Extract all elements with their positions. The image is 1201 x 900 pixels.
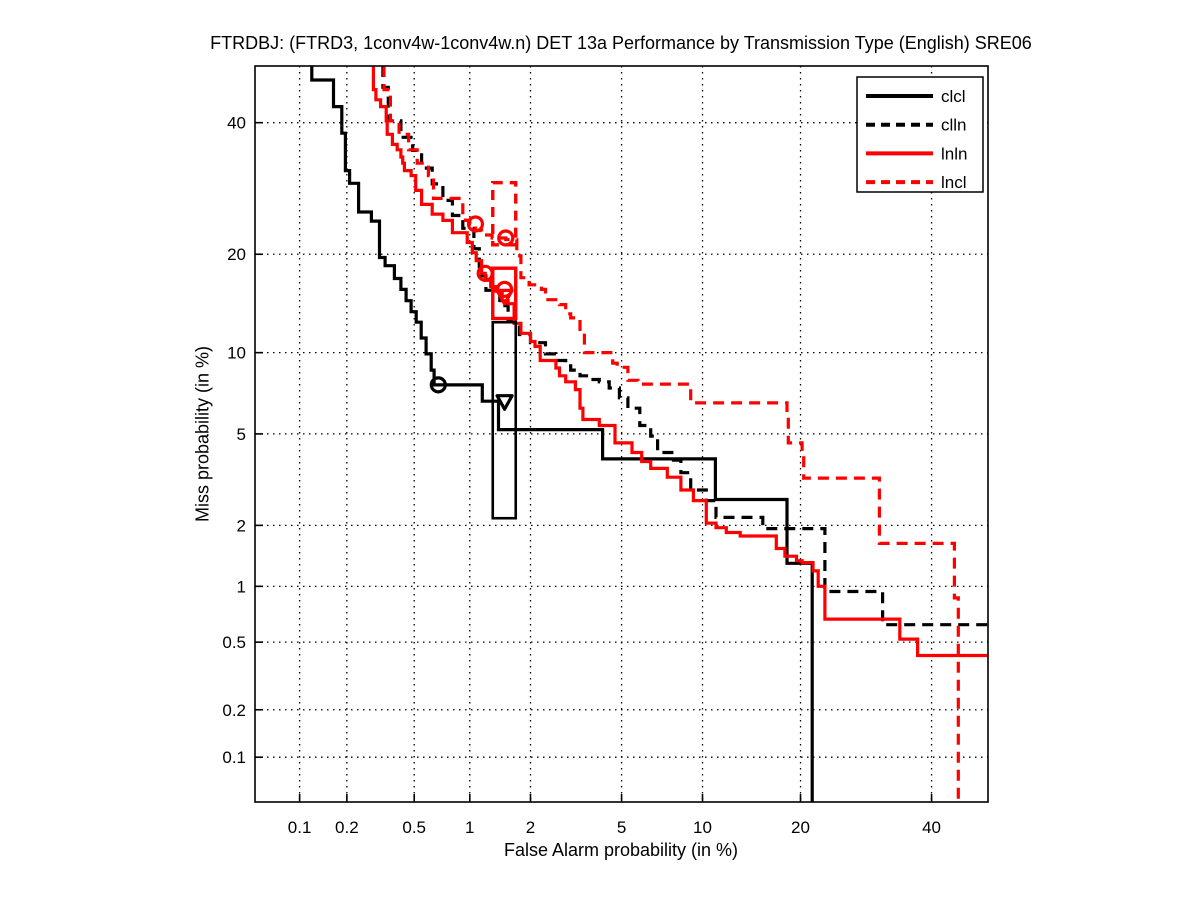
marker-circle [466, 215, 485, 233]
x-tick-label: 0.1 [288, 818, 312, 837]
y-tick-label: 0.2 [222, 701, 246, 720]
curve-lnln [371, 66, 988, 658]
grid-lines [255, 66, 988, 802]
y-tick-label: 20 [227, 245, 246, 264]
legend-label: clln [941, 116, 967, 135]
y-tick-label: 40 [227, 114, 246, 133]
y-tick-label: 10 [227, 344, 246, 363]
y-tick-label: 5 [237, 425, 246, 444]
x-tick-label: 0.5 [402, 818, 426, 837]
legend-label: lnln [941, 144, 967, 163]
curve-lncl [382, 66, 960, 802]
x-tick-label: 2 [526, 818, 535, 837]
y-tick-label: 0.1 [222, 748, 246, 767]
legend-entry-lncl: lncl [866, 173, 967, 192]
confidence-box-2 [491, 180, 518, 247]
legend-label: lncl [941, 173, 967, 192]
confidence-box-0 [491, 320, 518, 520]
x-tick-label: 1 [465, 818, 474, 837]
x-tick-label: 10 [693, 818, 712, 837]
x-tick-label: 0.2 [335, 818, 359, 837]
legend-label: clcl [941, 87, 966, 106]
marker-triangle-down [495, 394, 514, 411]
legend-entry-clln: clln [866, 116, 967, 135]
chart-title: FTRDBJ: (FTRD3, 1conv4w-1conv4w.n) DET 1… [210, 33, 1032, 53]
marker-triangle-down [495, 288, 514, 306]
tick-marks [255, 121, 933, 802]
legend-entry-clcl: clcl [866, 87, 966, 106]
curve-clln [381, 66, 988, 627]
confidence-box-1 [491, 266, 518, 321]
marker-circle [429, 376, 447, 394]
y-tick-label: 1 [237, 577, 246, 596]
legend-entry-lnln: lnln [866, 144, 967, 163]
marker-circle [476, 264, 494, 282]
legend: clcl clln lnln lncl [856, 76, 984, 193]
x-tick-label: 5 [617, 818, 626, 837]
x-axis-label: False Alarm probability (in %) [503, 840, 739, 860]
marker-circle [497, 229, 515, 247]
y-tick-label: 0.5 [222, 633, 246, 652]
x-tick-label: 40 [922, 818, 941, 837]
x-tick-label: 20 [791, 818, 810, 837]
y-tick-label: 2 [237, 516, 246, 535]
